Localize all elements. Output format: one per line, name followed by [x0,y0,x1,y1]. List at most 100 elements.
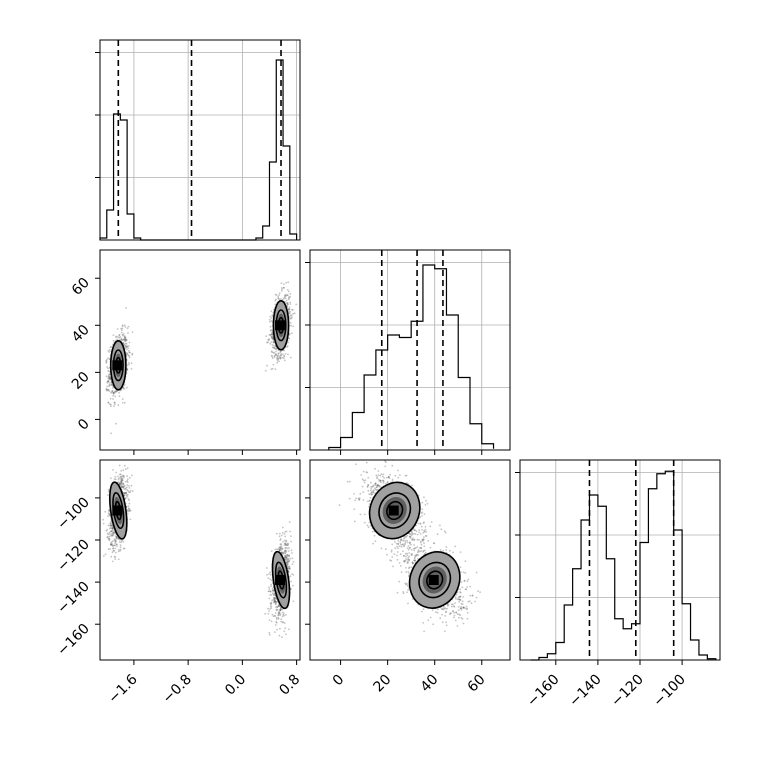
sample-point [274,603,277,606]
sample-point [108,370,111,373]
sample-point [286,561,288,564]
sample-point [281,526,284,529]
sample-point [288,297,290,300]
sample-point [109,397,112,400]
sample-point [376,484,379,487]
sample-point [112,391,115,394]
sample-point [288,628,290,631]
sample-point [126,475,128,477]
sample-point [291,552,293,554]
sample-point [408,566,411,569]
sample-point [125,342,128,345]
sample-point [373,487,376,490]
sample-point [111,534,114,537]
sample-point [291,332,293,335]
sample-point [290,356,292,359]
sample-point [394,540,396,543]
sample-point [273,600,276,603]
sample-point [382,473,385,476]
sample-point [421,610,423,613]
sample-point [277,354,280,357]
sample-point [407,561,409,564]
sample-point [420,543,423,546]
sample-point [107,512,110,514]
sample-point [282,621,284,623]
sample-point [442,606,445,609]
sample-point [105,387,108,390]
sample-point [360,474,363,476]
sample-point [269,605,272,608]
sample-point [272,590,275,593]
sample-point [265,335,268,337]
sample-point [108,513,111,516]
sample-point [471,595,474,597]
sample-point [283,296,286,299]
sample-point [112,398,114,400]
sample-point [372,484,375,487]
sample-point [270,594,273,596]
sample-point [130,368,133,370]
sample-point [277,297,280,300]
sample-point [269,573,272,576]
sample-point [387,476,390,479]
sample-point [285,556,288,559]
sample-point [284,531,287,533]
sample-point [363,481,366,484]
sample-point [120,486,123,488]
sample-point [430,521,433,523]
sample-point [454,596,457,598]
sample-point [275,618,278,621]
sample-point [283,286,285,289]
sample-point [270,604,272,606]
sample-point [130,362,133,365]
sample-point [465,605,468,608]
sample-point [112,394,115,397]
sample-point [113,478,116,480]
sample-point [384,460,386,462]
hist-panel-p0 [95,39,301,241]
sample-point [283,349,286,352]
density-peak [112,360,123,371]
sample-point [119,544,122,547]
sample-point [126,345,129,348]
sample-point [288,566,291,569]
sample-point [292,309,294,311]
sample-point [281,551,283,554]
sample-point [127,354,130,357]
sample-point [272,338,274,340]
sample-point [123,335,126,338]
sample-point [403,544,406,547]
sample-point [273,614,276,617]
sample-point [118,334,121,337]
sample-point [410,566,413,569]
sample-point [278,634,281,637]
sample-point [118,477,120,480]
sample-point [110,535,112,537]
sample-point [414,559,417,562]
sample-point [372,491,374,494]
sample-point [370,493,373,496]
sample-point [107,401,110,404]
sample-point [128,341,131,344]
sample-point [422,538,425,541]
sample-point [125,496,128,499]
sample-point [110,534,113,536]
sample-point [120,486,123,489]
sample-point [126,352,129,355]
sample-point [288,308,291,311]
sample-point [466,580,469,583]
sample-point [291,308,293,311]
sample-point [109,376,111,379]
sample-point [361,485,364,488]
sample-point [106,385,109,388]
sample-point [284,556,286,559]
sample-point [275,532,278,535]
sample-point [382,480,385,483]
sample-point [268,573,270,575]
sample-point [114,475,117,478]
sample-point [397,540,400,542]
sample-point [129,518,132,521]
sample-point [109,530,112,533]
sample-point [443,608,446,610]
sample-point [108,513,111,516]
